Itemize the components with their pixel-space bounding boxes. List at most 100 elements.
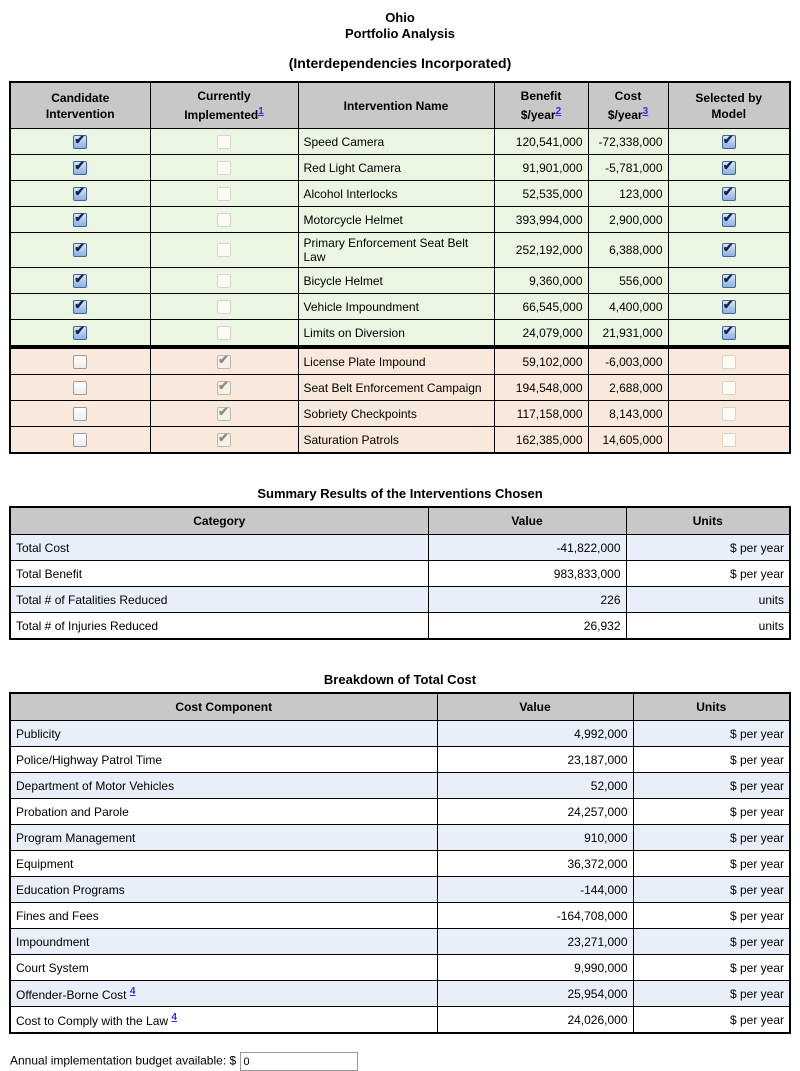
summary-row: Total # of Injuries Reduced 26,932 units xyxy=(9,612,791,640)
benefit-value: 117,158,000 xyxy=(493,400,589,427)
footnote-2-link[interactable]: 2 xyxy=(555,106,562,117)
currently-implemented-checkbox xyxy=(217,325,231,340)
candidate-intervention-checkbox[interactable] xyxy=(73,210,88,227)
breakdown-row-units: $ per year xyxy=(632,954,791,981)
candidate-intervention-checkbox[interactable] xyxy=(73,158,88,175)
budget-input[interactable] xyxy=(239,1052,358,1071)
benefit-value: 52,535,000 xyxy=(493,180,589,207)
candidate-intervention-checkbox[interactable] xyxy=(73,380,88,395)
candidate-intervention-checkbox[interactable] xyxy=(73,132,88,149)
candidate-intervention-checkbox[interactable] xyxy=(73,184,88,201)
footnote-3-link[interactable]: 3 xyxy=(642,106,649,117)
cost-value: 123,000 xyxy=(587,180,669,207)
breakdown-row-value: -164,708,000 xyxy=(436,902,634,929)
breakdown-row: Cost to Comply with the Law 4 24,026,000 $… xyxy=(9,1006,791,1034)
candidate-intervention-checkbox[interactable] xyxy=(73,354,88,369)
selected-by-model-checkbox[interactable] xyxy=(721,240,736,258)
benefit-value: 59,102,000 xyxy=(493,345,589,375)
selected-by-model-checkbox[interactable] xyxy=(721,184,736,201)
selected-by-model-checkbox[interactable] xyxy=(721,323,736,340)
breakdown-row-value: 24,257,000 xyxy=(436,798,634,825)
currently-implemented-checkbox xyxy=(217,243,231,258)
benefit-value: 162,385,000 xyxy=(493,426,589,454)
breakdown-row-units: $ per year xyxy=(632,720,791,747)
breakdown-row-value: 23,271,000 xyxy=(436,928,634,955)
breakdown-row: Equipment 36,372,000 $ per year xyxy=(9,850,791,877)
summary-row-label: Total # of Injuries Reduced xyxy=(9,612,429,640)
col-header-value: Value xyxy=(427,506,627,535)
breakdown-row: Police/Highway Patrol Time 23,187,000 $ pe… xyxy=(9,746,791,773)
budget-row: Annual implementation budget available: … xyxy=(10,1052,800,1071)
breakdown-row-value: 36,372,000 xyxy=(436,850,634,877)
candidate-intervention-checkbox[interactable] xyxy=(73,323,88,340)
footnote-4-link[interactable]: 4 xyxy=(171,1011,177,1023)
intervention-name: Seat Belt Enforcement Campaign xyxy=(297,374,495,401)
breakdown-row-value: 23,187,000 xyxy=(436,746,634,773)
summary-row-value: -41,822,000 xyxy=(427,534,627,561)
currently-implemented-checkbox xyxy=(217,430,231,447)
selected-by-model-checkbox xyxy=(721,380,736,395)
cost-value: -5,781,000 xyxy=(587,154,669,181)
breakdown-row-label: Department of Motor Vehicles xyxy=(9,772,438,799)
selected-by-model-checkbox[interactable] xyxy=(721,158,736,175)
benefit-value: 24,079,000 xyxy=(493,319,589,348)
candidate-intervention-checkbox[interactable] xyxy=(73,432,88,447)
breakdown-row-value: 24,026,000 xyxy=(436,1006,634,1034)
col-header-category: Category xyxy=(9,506,429,535)
cost-value: 21,931,000 xyxy=(587,319,669,348)
candidate-intervention-checkbox[interactable] xyxy=(73,406,88,421)
candidate-intervention-checkbox[interactable] xyxy=(73,240,88,258)
intervention-name: Sobriety Checkpoints xyxy=(297,400,495,427)
selected-by-model-checkbox[interactable] xyxy=(721,271,736,288)
intervention-name: License Plate Impound xyxy=(297,345,495,375)
breakdown-row-label: Police/Highway Patrol Time xyxy=(9,746,438,773)
candidate-intervention-checkbox[interactable] xyxy=(73,297,88,314)
cost-value: 4,400,000 xyxy=(587,293,669,320)
summary-row: Total Benefit 983,833,000 $ per year xyxy=(9,560,791,587)
budget-label: Annual implementation budget available: … xyxy=(10,1053,237,1068)
breakdown-row-units: $ per year xyxy=(632,772,791,799)
summary-table: Category Value Units Total Cost -41,822,0… xyxy=(9,506,791,640)
breakdown-table: Cost Component Value Units Publicity 4,99… xyxy=(9,692,791,1034)
breakdown-row-value: -144,000 xyxy=(436,876,634,903)
selected-by-model-checkbox[interactable] xyxy=(721,132,736,149)
breakdown-row-units: $ per year xyxy=(632,980,791,1007)
intervention-row: Primary Enforcement Seat Belt Law252,192… xyxy=(9,232,791,268)
footnote-1-link[interactable]: 1 xyxy=(258,106,264,117)
footnote-4-link[interactable]: 4 xyxy=(129,985,136,997)
candidate-intervention-checkbox[interactable] xyxy=(73,271,88,288)
breakdown-row-value: 4,992,000 xyxy=(436,720,634,747)
breakdown-table-title: Breakdown of Total Cost xyxy=(323,672,477,687)
page-title-state: Ohio xyxy=(385,10,415,25)
breakdown-row-label: Fines and Fees xyxy=(9,902,438,929)
intervention-name: Red Light Camera xyxy=(297,154,495,181)
selected-by-model-checkbox[interactable] xyxy=(721,210,736,227)
selected-by-model-checkbox xyxy=(721,406,736,421)
breakdown-row: Department of Motor Vehicles 52,000 $ per … xyxy=(9,772,791,799)
page-subtitle: (Interdependencies Incorporated) xyxy=(288,55,512,71)
col-header-candidate-intervention: Candidate Intervention xyxy=(9,81,151,129)
breakdown-row: Fines and Fees -164,708,000 $ per year xyxy=(9,902,791,929)
intervention-row: License Plate Impound59,102,000-6,003,00… xyxy=(9,345,791,375)
breakdown-row-value: 52,000 xyxy=(436,772,634,799)
cost-value: 2,900,000 xyxy=(587,206,669,233)
breakdown-row-units: $ per year xyxy=(632,746,791,773)
summary-row-label: Total # of Fatalities Reduced xyxy=(9,586,429,613)
cost-value: 8,143,000 xyxy=(587,400,669,427)
summary-body: Total Cost -41,822,000 $ per year Total Ben… xyxy=(9,534,791,640)
breakdown-row: Program Management 910,000 $ per year xyxy=(9,824,791,851)
benefit-value: 66,545,000 xyxy=(493,293,589,320)
summary-row: Total # of Fatalities Reduced 226 units xyxy=(9,586,791,613)
selected-by-model-checkbox[interactable] xyxy=(721,297,736,314)
breakdown-row-label: Impoundment xyxy=(9,928,438,955)
breakdown-row-label: Cost to Comply with the Law 4 xyxy=(9,1006,438,1034)
page-title-analysis: Portfolio Analysis xyxy=(344,26,456,41)
